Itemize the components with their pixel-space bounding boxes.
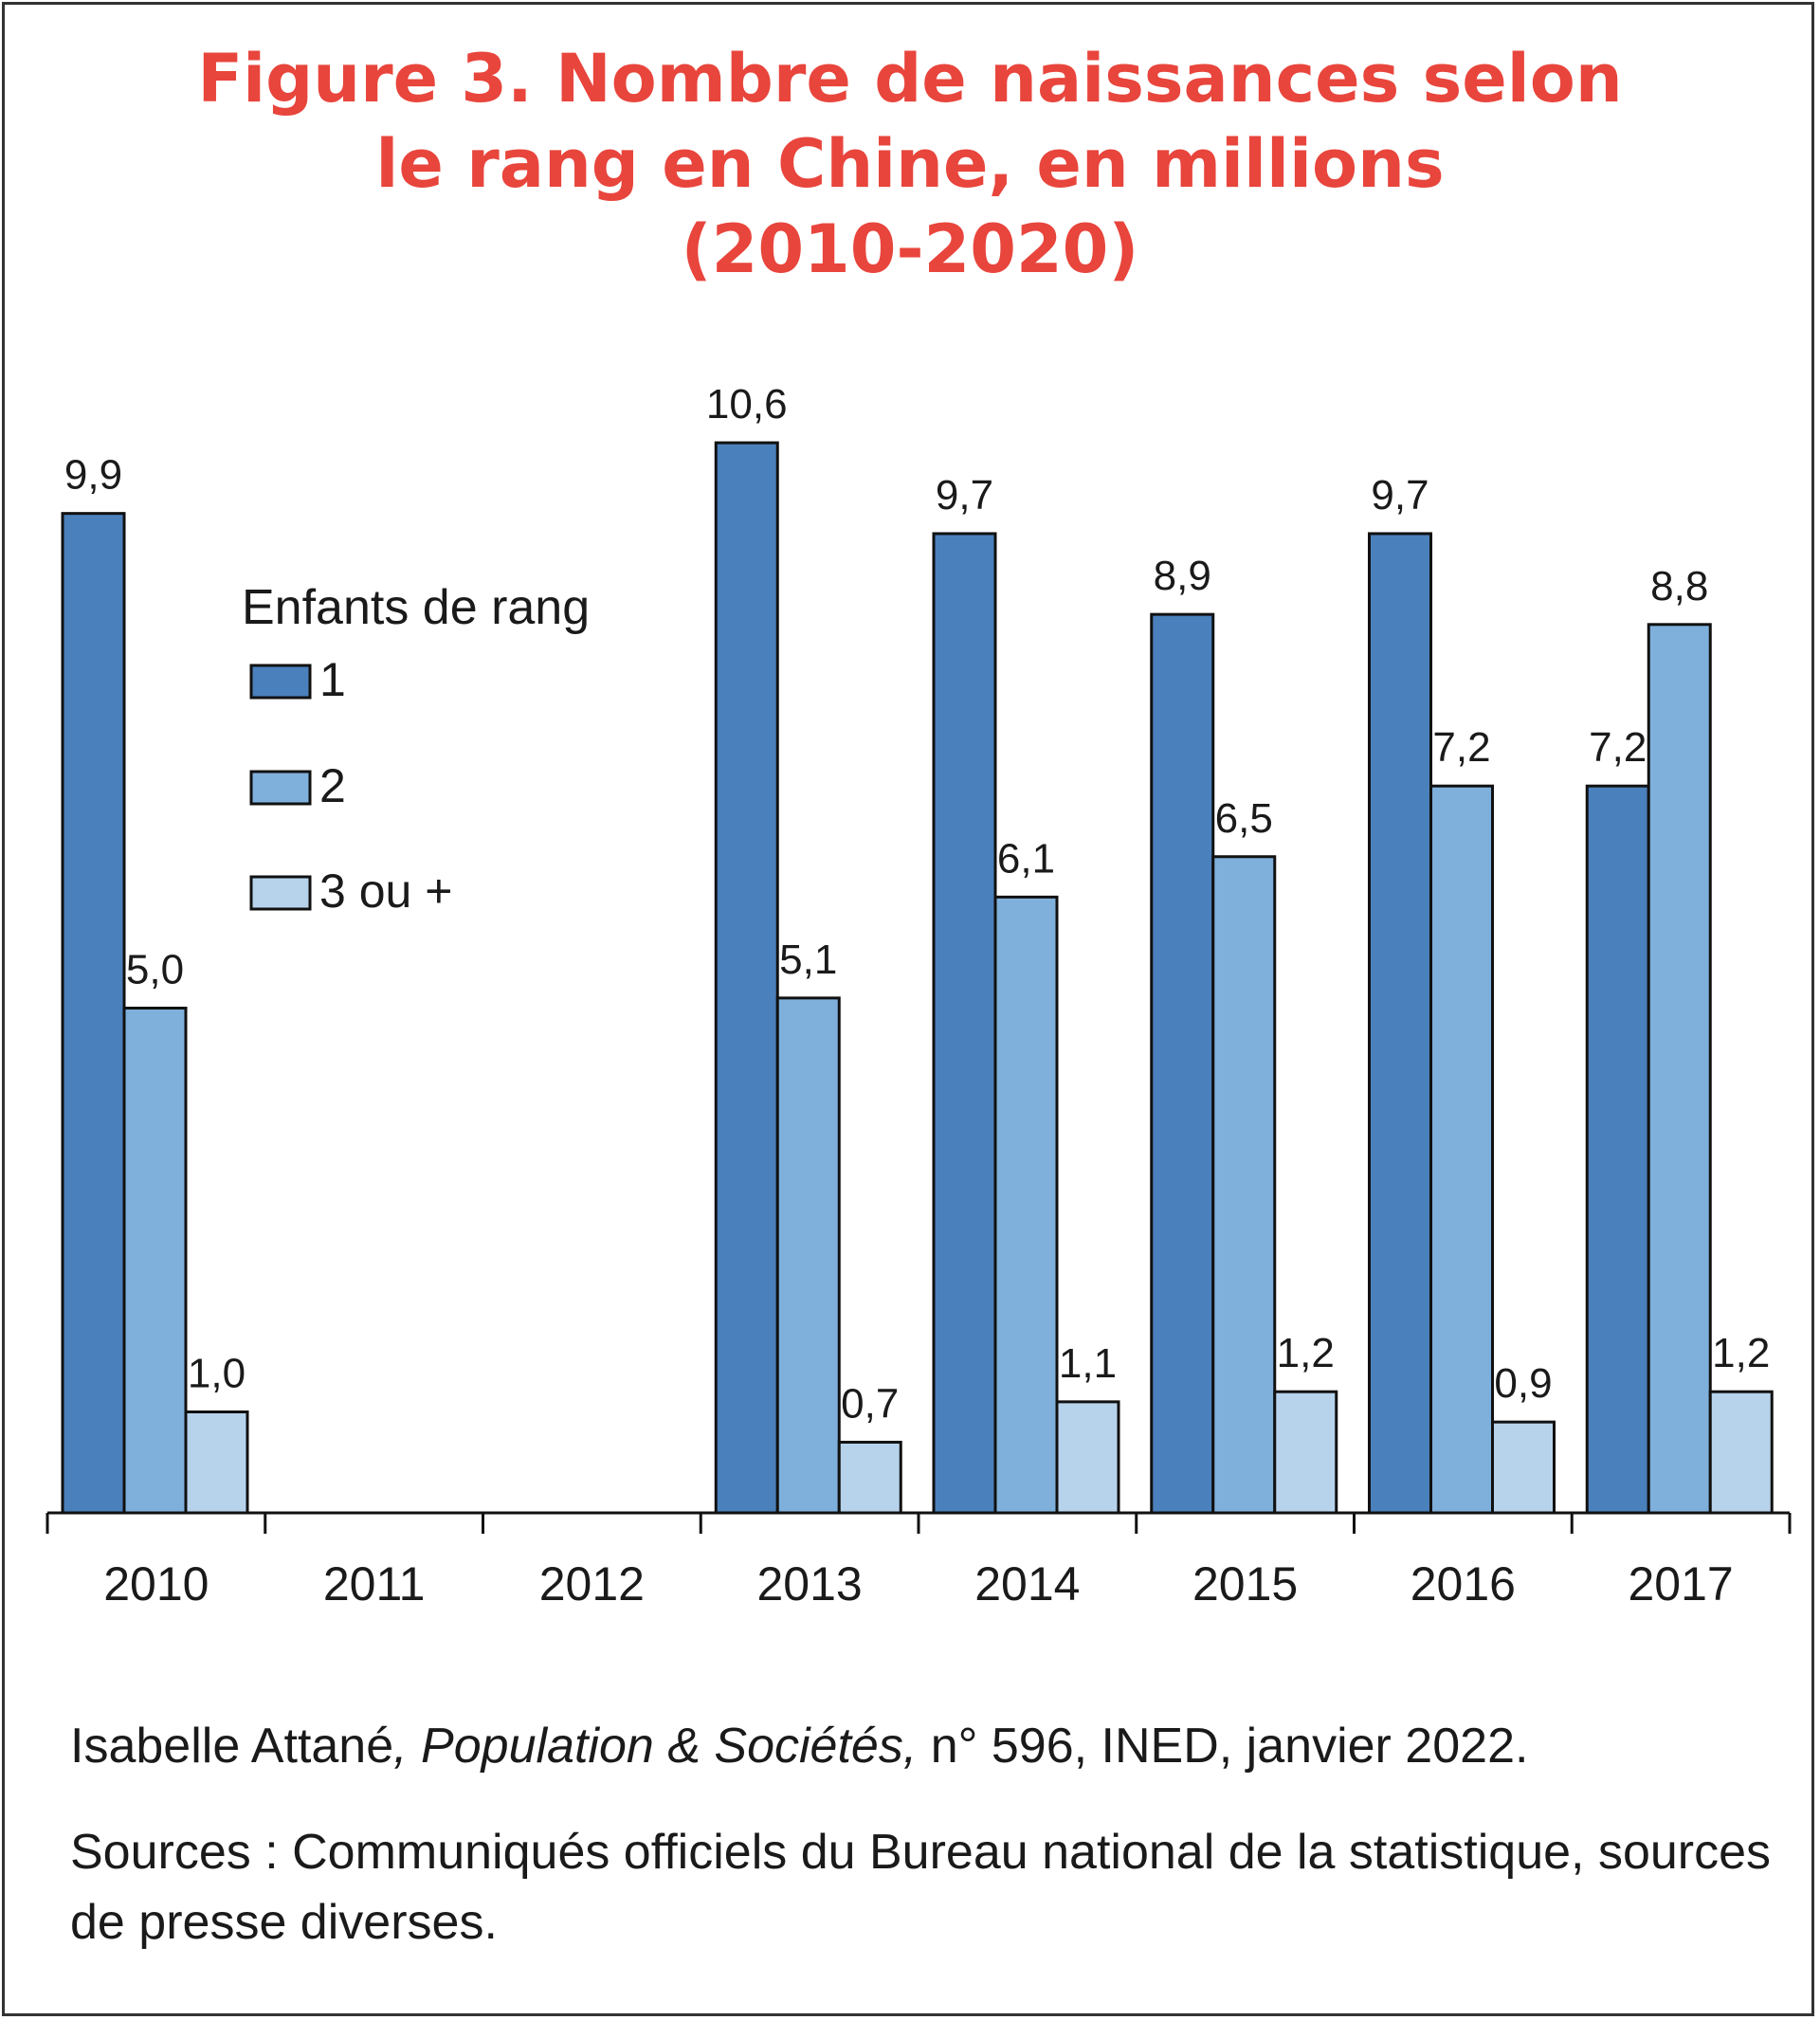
data-label-2015-series-3: 1,2 xyxy=(1277,1330,1335,1376)
bar-2010-series-2 xyxy=(122,1007,188,1515)
sources-note: Sources : Communiqués officiels du Burea… xyxy=(70,1825,1772,1950)
bar-2014-series-2 xyxy=(993,895,1059,1515)
bar-2010-series-3 xyxy=(184,1410,249,1515)
legend-swatch-series-3 xyxy=(249,875,312,911)
bar-2014-series-3 xyxy=(1055,1400,1120,1515)
data-label-2015-series-2: 6,5 xyxy=(1215,795,1273,842)
data-label-2010-series-1: 9,9 xyxy=(64,452,122,499)
credit-details: n° 596, INED, janvier 2022. xyxy=(917,1719,1529,1774)
chart-title-line-1: Figure 3. Nombre de naissances selon xyxy=(197,40,1623,118)
data-label-2013-series-3: 0,7 xyxy=(841,1380,899,1427)
credit-author: Isabelle Attané xyxy=(70,1719,394,1774)
data-label-2016-series-3: 0,9 xyxy=(1494,1360,1552,1407)
data-label-2014-series-3: 1,1 xyxy=(1059,1340,1117,1387)
chart-title-line-2: le rang en Chine, en millions xyxy=(375,125,1445,203)
legend-label-series-2: 2 xyxy=(319,759,346,812)
data-label-2016-series-2: 7,2 xyxy=(1432,724,1490,771)
chart-title: Figure 3. Nombre de naissances selon le … xyxy=(0,36,1820,292)
legend-title: Enfants de rang xyxy=(242,580,590,635)
data-label-2015-series-1: 8,9 xyxy=(1154,553,1211,599)
bar-2014-series-1 xyxy=(932,532,997,1515)
data-label-2013-series-2: 5,1 xyxy=(779,937,837,983)
x-tick-label-2014: 2014 xyxy=(974,1557,1080,1611)
x-tick-label-2017: 2017 xyxy=(1629,1557,1734,1611)
data-label-2017-series-3: 1,2 xyxy=(1712,1330,1770,1376)
legend-swatch-series-1 xyxy=(249,664,312,700)
data-label-2017-series-2: 8,8 xyxy=(1650,563,1708,610)
data-label-2014-series-2: 6,1 xyxy=(997,835,1055,882)
chart-title-line-3: (2010-2020) xyxy=(681,210,1139,288)
legend-label-series-3: 3 ou + xyxy=(319,864,452,918)
data-label-2010-series-2: 5,0 xyxy=(126,947,184,993)
data-label-2016-series-1: 9,7 xyxy=(1371,472,1429,519)
x-tick-label-2015: 2015 xyxy=(1192,1557,1298,1611)
x-tick-label-2011: 2011 xyxy=(323,1557,426,1611)
x-tick-label-2016: 2016 xyxy=(1410,1557,1516,1611)
bar-2015-series-1 xyxy=(1150,612,1215,1515)
data-label-2010-series-3: 1,0 xyxy=(188,1351,246,1397)
x-tick-label-2010: 2010 xyxy=(103,1557,209,1611)
bar-2017-series-2 xyxy=(1647,623,1712,1515)
x-tick-label-2012: 2012 xyxy=(539,1557,645,1611)
bar-2013-series-3 xyxy=(837,1440,902,1515)
bar-2017-series-1 xyxy=(1585,784,1650,1515)
bar-2017-series-3 xyxy=(1708,1390,1774,1515)
data-label-2014-series-1: 9,7 xyxy=(936,472,993,519)
x-tick-label-2013: 2013 xyxy=(757,1557,863,1611)
credit-line: Isabelle Attané, Population & Sociétés, … xyxy=(70,1711,1528,1781)
bar-2016-series-3 xyxy=(1491,1420,1556,1515)
bar-2016-series-1 xyxy=(1368,532,1432,1515)
data-label-2013-series-1: 10,6 xyxy=(706,381,788,428)
bar-2013-series-2 xyxy=(775,996,841,1515)
bar-2016-series-2 xyxy=(1429,784,1494,1515)
legend-swatch-series-2 xyxy=(249,770,312,806)
bar-2013-series-1 xyxy=(714,441,779,1515)
bar-2015-series-3 xyxy=(1273,1390,1338,1515)
bar-2015-series-2 xyxy=(1211,855,1277,1515)
bar-2010-series-1 xyxy=(61,512,126,1515)
data-label-2017-series-1: 7,2 xyxy=(1589,724,1647,771)
credit-publication: , Population & Sociétés, xyxy=(393,1719,918,1774)
legend-label-series-1: 1 xyxy=(319,653,346,706)
